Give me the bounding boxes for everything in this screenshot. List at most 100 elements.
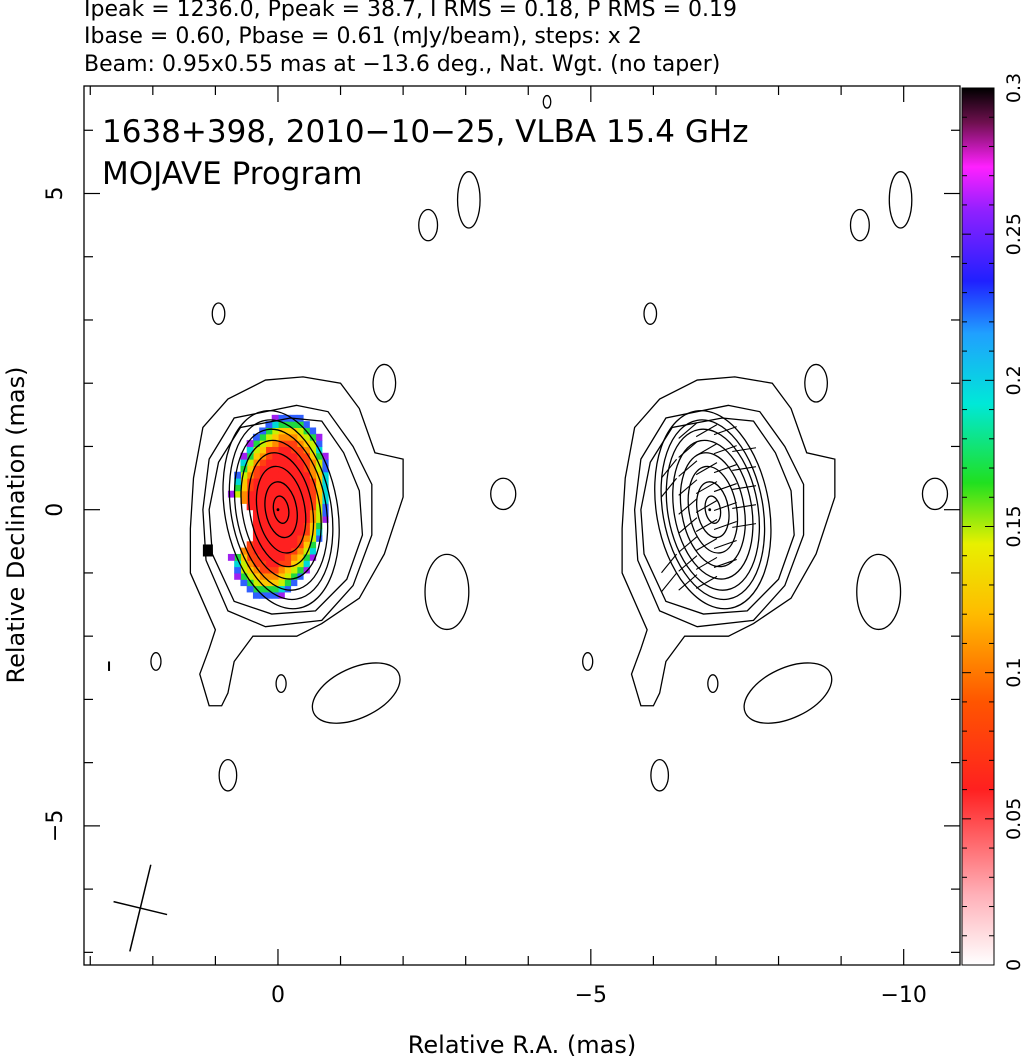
polarization-pixel	[271, 497, 279, 504]
polarization-pixel	[309, 497, 317, 504]
polarization-pixel	[240, 452, 248, 460]
polarization-pixel	[309, 478, 317, 485]
contour-core	[687, 465, 739, 554]
polarization-pixel	[284, 427, 292, 435]
polarization-pixel	[246, 566, 254, 574]
polarization-pixel	[234, 490, 242, 498]
evpa-vector	[695, 462, 718, 476]
polarization-pixel	[315, 503, 323, 511]
contour-outer	[189, 376, 404, 707]
polarization-pixel	[252, 459, 260, 466]
polarization-pixel	[246, 440, 254, 447]
polarization-pixel	[277, 522, 285, 530]
evpa-vector	[678, 574, 698, 591]
polarization-pixel	[234, 566, 242, 574]
evpa-vector	[695, 575, 718, 589]
polarization-pixel	[296, 459, 304, 466]
polarization-pixel	[290, 452, 298, 460]
evpa-vector	[678, 441, 698, 458]
polarization-pixel	[259, 465, 267, 473]
polarization-pixel	[303, 459, 310, 466]
polarization-pixel	[277, 572, 285, 580]
contour-core	[654, 409, 772, 610]
polarization-pixel	[234, 553, 242, 561]
polarization-pixel	[284, 572, 292, 580]
polarization-pixel	[246, 484, 254, 492]
polarization-pixel	[290, 516, 298, 523]
polarization-pixel	[303, 528, 310, 536]
polarization-pixel	[271, 484, 279, 492]
polarization-pixel	[234, 478, 242, 485]
colorbar-tick-label: 0.2	[1003, 365, 1022, 395]
polarization-pixel	[271, 585, 279, 593]
polarization-pixel	[321, 484, 329, 492]
polarization-pixel	[296, 553, 304, 561]
polarization-pixel	[296, 440, 304, 447]
polarization-pixel	[290, 522, 298, 530]
polarization-pixel	[277, 509, 285, 517]
polarization-pixel	[290, 560, 298, 568]
contour-outer	[202, 404, 373, 628]
polarization-pixel	[265, 433, 273, 441]
polarization-pixel	[246, 490, 254, 498]
polarization-pixel	[296, 490, 304, 498]
polarization-pixel	[271, 433, 279, 441]
polarization-pixel	[246, 497, 254, 504]
polarization-pixel	[252, 440, 260, 447]
polarization-pixel	[315, 528, 323, 536]
polarization-pixel	[252, 528, 260, 536]
polarization-pixel	[309, 516, 317, 523]
polarization-pixel	[202, 544, 213, 557]
polarization-pixel	[296, 497, 304, 504]
polarization-pixel	[252, 566, 260, 574]
polarization-pixel	[271, 465, 279, 473]
polarization-pixel	[277, 516, 285, 523]
polarization-pixel	[303, 440, 310, 447]
polarization-pixel	[271, 452, 279, 460]
contour-island	[743, 662, 833, 724]
evpa-vector	[695, 424, 718, 438]
polarization-pixel	[321, 509, 329, 517]
contour-core	[660, 419, 766, 601]
polarization-pixel	[259, 509, 267, 517]
polarization-pixel	[259, 579, 267, 587]
contour-core	[672, 439, 754, 580]
polarization-pixel	[271, 471, 279, 479]
polarization-pixel	[303, 497, 310, 504]
polarization-pixel	[252, 446, 260, 454]
polarization-pixel	[259, 547, 267, 555]
polarization-pixel	[315, 490, 323, 498]
polarization-pixel	[277, 490, 285, 498]
contour-island	[888, 171, 913, 229]
contour-outer	[208, 417, 364, 615]
polarization-pixel	[277, 452, 285, 460]
polarization-pixel	[309, 427, 317, 435]
polarization-pixel	[321, 516, 329, 523]
polarization-pixels	[202, 414, 329, 599]
polarization-pixel	[284, 509, 292, 517]
polarization-pixel	[246, 572, 254, 580]
polarization-pixel	[284, 446, 292, 454]
evpa-vector	[695, 537, 718, 551]
polarization-pixel	[271, 579, 279, 587]
polarization-pixel	[277, 465, 285, 473]
polarization-pixel	[265, 509, 273, 517]
contour-island	[707, 674, 719, 694]
polarization-pixel	[259, 534, 267, 542]
core-peak-dot	[708, 508, 712, 512]
polarization-pixel	[296, 446, 304, 454]
polarization-pixel	[296, 560, 304, 568]
polarization-pixel	[309, 471, 317, 479]
polarization-pixel	[303, 547, 310, 555]
contour-island	[211, 302, 226, 325]
polarization-pixel	[277, 440, 285, 447]
polarization-pixel	[246, 471, 254, 479]
polarization-pixel	[290, 509, 298, 517]
evpa-vector	[732, 447, 757, 453]
polarization-pixel	[259, 503, 267, 511]
contour-core	[222, 409, 340, 610]
evpa-vector	[713, 558, 737, 568]
polarization-pixel	[309, 534, 317, 542]
polarization-pixel	[303, 484, 310, 492]
